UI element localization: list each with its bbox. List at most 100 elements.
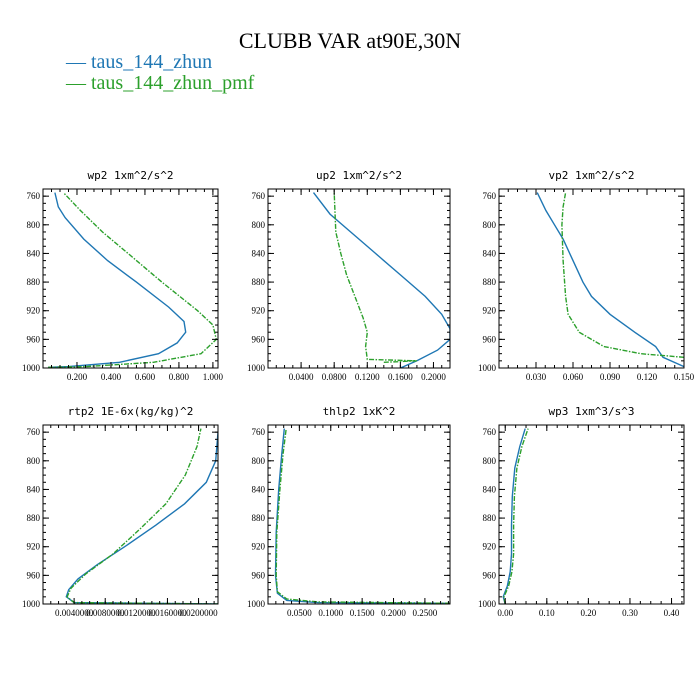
- legend-item-zhun-pmf: — taus_144_zhun_pmf: [66, 72, 255, 94]
- x-tick-label: 0.0160000: [148, 608, 187, 618]
- series-line-1: [333, 192, 417, 363]
- subplot-2: vp2 1xm^2/s^2 760 800 840 880 920 960 1000 0.030…: [478, 169, 695, 382]
- series-line-1: [275, 428, 450, 604]
- x-tick-label: 0.30: [622, 608, 638, 618]
- x-tick-label: 0.090: [600, 372, 621, 382]
- y-tick-label: 880: [483, 513, 497, 523]
- y-tick-label: 840: [483, 484, 497, 494]
- x-tick-label: 0.400: [101, 372, 122, 382]
- y-tick-label: 760: [27, 191, 41, 201]
- x-tick-label: 0.030: [526, 372, 547, 382]
- x-tick-label: 0.1000: [318, 608, 343, 618]
- subplot-title: rtp2 1E-6x(kg/kg)^2: [68, 405, 194, 418]
- subplot-title: wp2 1xm^2/s^2: [87, 169, 173, 182]
- y-tick-label: 920: [252, 542, 266, 552]
- series-line-1: [66, 428, 218, 604]
- subplot-3: rtp2 1E-6x(kg/kg)^2 760 800 840 880 920 960 100…: [22, 405, 219, 618]
- subplot-frame: [498, 424, 685, 605]
- y-tick-label: 800: [252, 456, 266, 466]
- x-tick-label: 0.2000: [381, 608, 406, 618]
- y-tick-label: 920: [27, 542, 41, 552]
- y-tick-label: 760: [252, 427, 266, 437]
- legend-item-zhun: — taus_144_zhun: [66, 51, 213, 73]
- subplot-title: thlp2 1xK^2: [323, 405, 396, 418]
- subplot-4: thlp2 1xK^2 760 800 840 880 920 960 1000 0.0500 0…: [247, 405, 451, 618]
- y-tick-label: 880: [252, 513, 266, 523]
- y-tick-label: 960: [27, 334, 41, 344]
- subplot-frame: [267, 424, 451, 605]
- y-tick-label: 800: [27, 456, 41, 466]
- x-tick-label: 0.00: [497, 608, 513, 618]
- x-tick-label: 0.0800: [322, 372, 347, 382]
- series-line-0: [48, 192, 187, 368]
- x-tick-label: 0.1200: [355, 372, 380, 382]
- series-line-0: [502, 428, 526, 604]
- y-tick-label: 1000: [247, 599, 266, 609]
- x-tick-label: 0.20: [581, 608, 597, 618]
- subplot-1: up2 1xm^2/s^2 760 800 840 880 920 960 1000 0.040…: [247, 169, 451, 382]
- x-tick-label: 0.1500: [350, 608, 375, 618]
- x-tick-label: 0.0500: [287, 608, 312, 618]
- subplot-title: wp3 1xm^3/s^3: [548, 405, 634, 418]
- chart-title: CLUBB VAR at90E,30N: [238, 28, 462, 53]
- x-tick-label: 0.800: [169, 372, 190, 382]
- x-tick-label: 0.0080000: [86, 608, 125, 618]
- series-line-0: [65, 432, 218, 604]
- y-tick-label: 880: [27, 513, 41, 523]
- y-tick-label: 760: [252, 191, 266, 201]
- y-tick-label: 760: [27, 427, 41, 437]
- legend-label-zhun: taus_144_zhun: [91, 51, 213, 73]
- y-tick-label: 1000: [22, 363, 41, 373]
- subplot-0: wp2 1xm^2/s^2 760 800 840 880 920 960 1000 0.200…: [22, 169, 224, 382]
- y-tick-label: 880: [483, 277, 497, 287]
- x-tick-label: 0.0400: [289, 372, 314, 382]
- x-tick-label: 0.150: [674, 372, 695, 382]
- y-tick-label: 840: [27, 248, 41, 258]
- x-tick-label: 0.2500: [413, 608, 438, 618]
- x-tick-label: 0.200: [67, 372, 88, 382]
- y-tick-label: 920: [252, 306, 266, 316]
- x-tick-label: 0.120: [637, 372, 658, 382]
- y-tick-label: 880: [252, 277, 266, 287]
- x-tick-label: 1.000: [203, 372, 224, 382]
- x-tick-label: 0.0120000: [117, 608, 156, 618]
- y-tick-label: 1000: [478, 363, 497, 373]
- subplot-title: up2 1xm^2/s^2: [316, 169, 402, 182]
- y-tick-label: 920: [483, 542, 497, 552]
- subplot-frame: [267, 188, 451, 369]
- y-tick-label: 960: [483, 570, 497, 580]
- y-tick-label: 1000: [478, 599, 497, 609]
- y-tick-label: 960: [27, 570, 41, 580]
- legend-label-zhun-pmf: taus_144_zhun_pmf: [91, 72, 255, 94]
- series-line-1: [503, 428, 529, 604]
- y-tick-label: 800: [483, 220, 497, 230]
- y-tick-label: 760: [483, 191, 497, 201]
- x-tick-label: 0.060: [563, 372, 584, 382]
- y-tick-label: 800: [483, 456, 497, 466]
- subplot-frame: [42, 424, 219, 605]
- y-tick-label: 1000: [22, 599, 41, 609]
- x-tick-label: 0.0200000: [179, 608, 218, 618]
- subplot-title: vp2 1xm^2/s^2: [548, 169, 634, 182]
- subplot-frame: [498, 188, 685, 369]
- y-tick-label: 840: [27, 484, 41, 494]
- x-tick-label: 0.0040000: [55, 608, 94, 618]
- y-tick-label: 800: [27, 220, 41, 230]
- y-tick-label: 760: [483, 427, 497, 437]
- y-tick-label: 840: [252, 248, 266, 258]
- x-tick-label: 0.40: [664, 608, 680, 618]
- x-tick-label: 0.1600: [388, 372, 413, 382]
- y-tick-label: 880: [27, 277, 41, 287]
- y-tick-label: 920: [27, 306, 41, 316]
- y-tick-label: 840: [252, 484, 266, 494]
- y-tick-label: 840: [483, 248, 497, 258]
- legend: — taus_144_zhun — taus_144_zhun_pmf: [66, 52, 254, 94]
- y-tick-label: 1000: [247, 363, 266, 373]
- y-tick-label: 960: [252, 570, 266, 580]
- series-line-0: [312, 192, 450, 368]
- y-tick-label: 960: [252, 334, 266, 344]
- subplot-frame: [42, 188, 219, 369]
- series-line-0: [274, 428, 450, 604]
